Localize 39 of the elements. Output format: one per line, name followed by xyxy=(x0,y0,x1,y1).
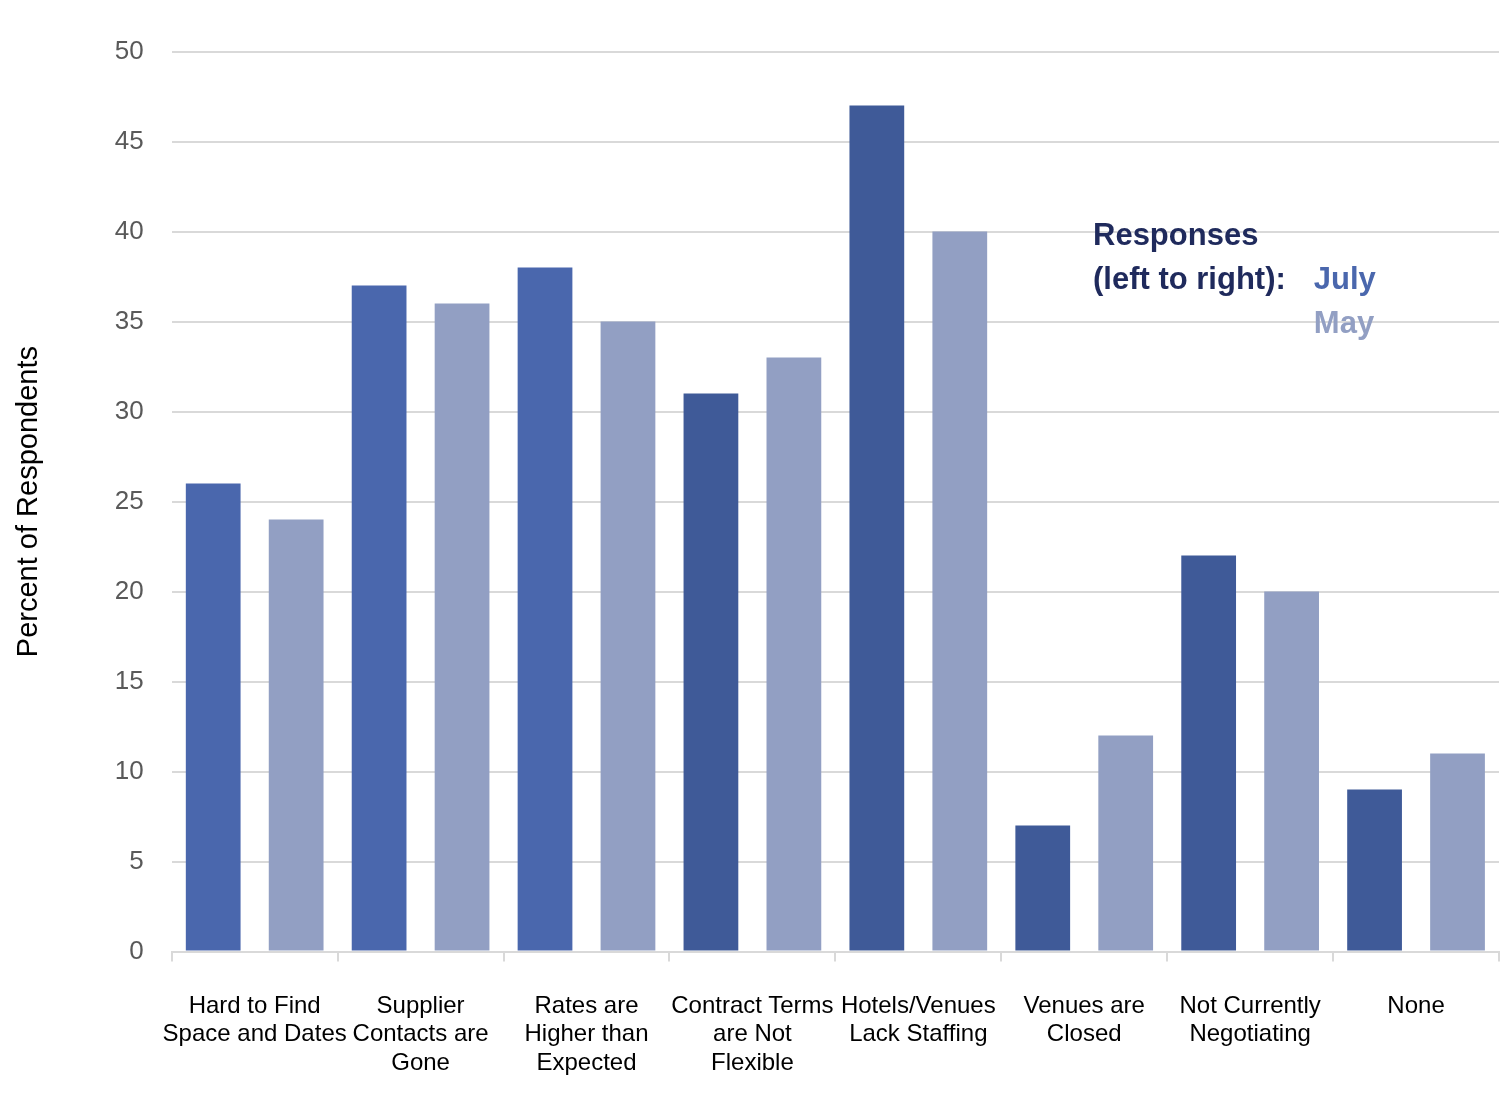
bar xyxy=(1347,789,1402,951)
y-tick-label: 10 xyxy=(114,754,144,785)
y-tick-label: 20 xyxy=(114,574,144,605)
text: July xyxy=(1313,260,1376,298)
x-tick-label: Not Currently Negotiating xyxy=(1179,990,1321,1047)
legend-title: Responses (left to right): xyxy=(1093,216,1286,298)
x-tick-label: Hotels/Venues Lack Staffing xyxy=(840,990,996,1047)
y-tick-label: 40 xyxy=(114,214,144,245)
x-tick-label: Contract Terms are Not Flexible xyxy=(671,990,834,1076)
bar xyxy=(185,483,241,951)
text: May xyxy=(1313,304,1376,342)
bar xyxy=(1015,825,1071,951)
bar xyxy=(517,267,573,951)
bar xyxy=(1430,753,1485,951)
x-tick-label: Rates are Higher than Expected xyxy=(524,990,649,1076)
bar xyxy=(268,519,324,951)
bar xyxy=(849,105,905,951)
bar xyxy=(1098,735,1154,951)
bar xyxy=(683,393,739,951)
bar xyxy=(351,285,407,951)
y-tick-label: 45 xyxy=(114,124,144,155)
bar xyxy=(932,231,988,951)
x-tick-label: None xyxy=(1387,990,1445,1018)
bar xyxy=(1264,591,1319,951)
bar xyxy=(600,321,656,951)
y-tick-label: 15 xyxy=(114,664,144,695)
x-tick-label: Supplier Contacts are Gone xyxy=(352,990,489,1076)
y-tick-label: 35 xyxy=(114,304,144,335)
y-axis-title: Percent of Respondents xyxy=(11,346,44,658)
y-tick-label: 30 xyxy=(114,394,144,425)
x-tick-label: Venues are Closed xyxy=(1023,990,1145,1047)
y-tick-label: 0 xyxy=(129,934,144,965)
bar xyxy=(766,357,822,951)
bar xyxy=(1181,555,1237,951)
y-tick-label: 50 xyxy=(114,34,144,65)
y-tick-label: 5 xyxy=(129,844,144,875)
x-tick-label: Hard to Find Space and Dates xyxy=(162,990,347,1047)
bar xyxy=(434,303,490,951)
y-tick-label: 25 xyxy=(114,484,144,515)
